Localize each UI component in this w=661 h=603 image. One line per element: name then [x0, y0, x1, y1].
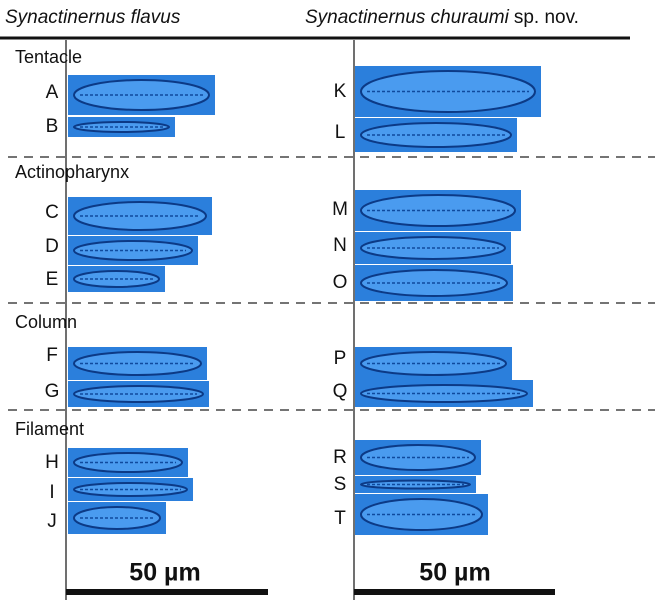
panel-letter: O: [333, 272, 348, 293]
panel-letter: J: [47, 511, 57, 532]
scale-bar: [66, 589, 268, 595]
panel-letter: E: [46, 269, 59, 290]
right-species: Synactinernus churaumi: [305, 7, 510, 28]
scale-label: 50 µm: [419, 559, 490, 587]
panel-letter: P: [334, 348, 347, 369]
panel-letter: T: [334, 508, 346, 529]
capsule: [360, 498, 483, 531]
right-species-suffix: sp. nov.: [514, 7, 579, 28]
panel-letter: F: [46, 345, 58, 366]
panel-letter: K: [334, 81, 347, 102]
left-species: Synactinernus flavus: [5, 7, 181, 28]
section-label: Tentacle: [15, 47, 82, 67]
panel-letter: H: [45, 452, 59, 473]
panel-letter: A: [46, 82, 59, 103]
panel-letter: L: [335, 122, 346, 143]
panel-letter: B: [46, 116, 59, 137]
section-label: Actinopharynx: [15, 162, 129, 182]
section-label: Column: [15, 312, 77, 332]
capsule: [360, 479, 471, 490]
panel-letter: C: [45, 202, 59, 223]
section-label: Filament: [15, 419, 84, 439]
capsule: [73, 385, 204, 403]
panel-letter: I: [49, 482, 54, 503]
scale-label: 50 µm: [129, 559, 200, 587]
scale-bar: [354, 589, 555, 595]
right-species-header: Synactinernus churaumi sp. nov.: [305, 7, 579, 28]
panel-letter: M: [332, 199, 348, 220]
capsule: [360, 122, 512, 148]
panel-letter: R: [333, 447, 347, 468]
panel-letter: Q: [333, 381, 348, 402]
panel-letter: G: [45, 381, 60, 402]
panel-letter: D: [45, 236, 59, 257]
panel-letter: S: [334, 474, 347, 495]
panel-letter: N: [333, 235, 347, 256]
